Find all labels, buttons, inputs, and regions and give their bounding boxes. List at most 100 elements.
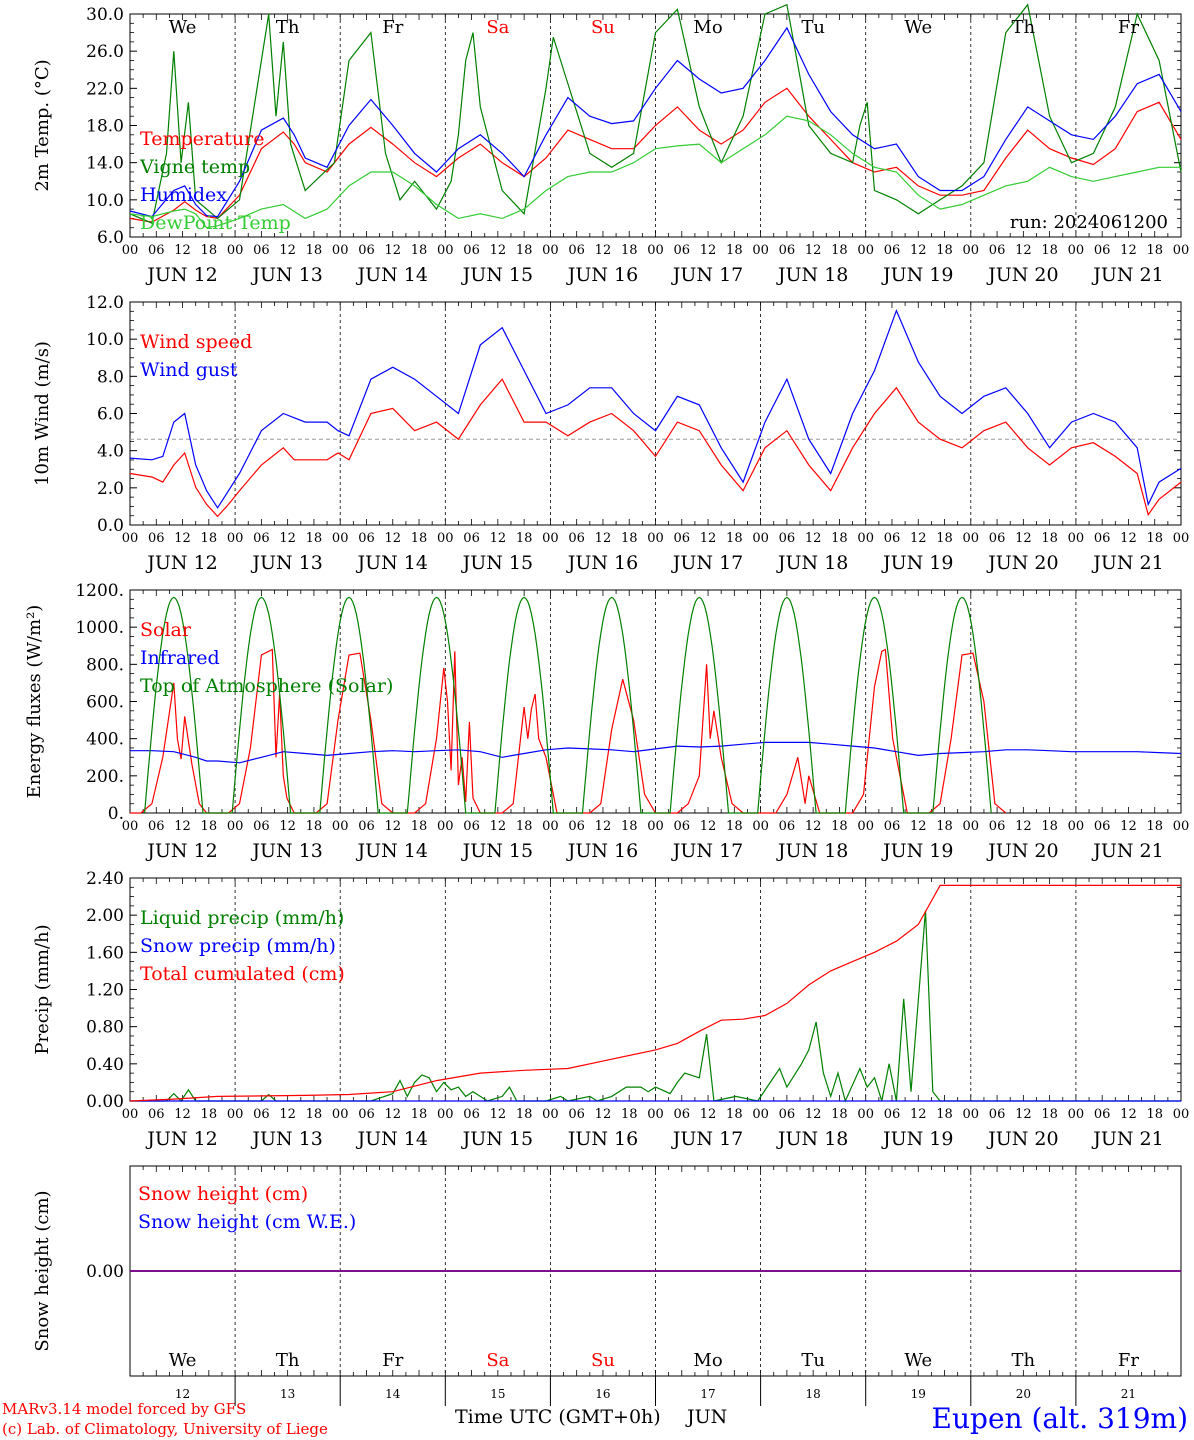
hour-tick-label: 12 [595,1107,612,1122]
hour-tick-label: 00 [857,531,874,546]
hour-tick-label: 00 [437,243,454,258]
y-tick-label: 2.0 [97,479,124,499]
hour-tick-label: 18 [201,531,218,546]
hour-tick-label: 00 [647,819,664,834]
hour-tick-label: 00 [542,1107,559,1122]
hour-tick-label: 06 [1094,1107,1111,1122]
hour-tick-label: 12 [700,531,717,546]
hour-tick-label: 12 [910,1107,927,1122]
hour-tick-label: 18 [1041,531,1058,546]
hour-tick-label: 00 [752,243,769,258]
hour-tick-label: 18 [1041,1107,1058,1122]
y-tick-label: 8.0 [97,367,124,387]
hour-tick-label: 18 [306,1107,323,1122]
footer-model: MARv3.14 model forced by GFS [2,1400,246,1418]
y-tick-label: 14.0 [86,154,124,174]
hour-tick-label: 00 [647,531,664,546]
series-line [130,741,1182,764]
hour-tick-label: 18 [1146,819,1163,834]
y-tick-label: 0.40 [86,1055,124,1075]
hour-tick-label: 06 [148,819,165,834]
legend-entry: Temperature [140,128,264,150]
date-label: JUN 20 [986,840,1058,862]
series-line [129,308,1182,509]
hour-tick-label: 00 [227,819,244,834]
date-label: JUN 13 [250,264,322,286]
hour-tick-label: 00 [857,243,874,258]
hour-tick-label: 00 [332,531,349,546]
date-label: JUN 14 [356,552,428,574]
weekday-label: Sa [486,17,509,38]
legend-entry: Total cumulated (cm) [140,963,345,985]
date-label: JUN 19 [881,264,953,286]
hour-tick-label: 18 [936,243,953,258]
hour-tick-label: 12 [805,531,822,546]
x-axis-month: JUN [685,1406,727,1428]
hour-tick-label: 06 [674,243,691,258]
y-tick-label: 6.0 [97,228,124,248]
hour-tick-label: 06 [568,1107,585,1122]
y-tick-label: 200. [86,767,124,787]
x-axis-label: Time UTC (GMT+0h) [455,1406,661,1428]
y-tick-label: 0.00 [86,1262,124,1282]
hour-tick-label: 00 [1173,243,1190,258]
date-label: JUN 15 [461,1128,533,1150]
hour-tick-label: 06 [1094,243,1111,258]
hour-tick-label: 06 [463,819,480,834]
hour-tick-label: 12 [490,1107,507,1122]
hour-tick-label: 12 [174,819,191,834]
hour-tick-label: 12 [279,1107,296,1122]
hour-tick-label: 12 [595,819,612,834]
hour-tick-label: 00 [227,243,244,258]
y-tick-label: 30.0 [86,5,124,25]
weekday-label: Tu [801,1350,825,1371]
hour-tick-label: 12 [490,819,507,834]
date-label: JUN 15 [461,552,533,574]
date-label: JUN 19 [881,552,953,574]
date-label: JUN 20 [986,552,1058,574]
date-label: JUN 19 [881,1128,953,1150]
date-label: JUN 12 [145,552,217,574]
hour-tick-label: 00 [1173,819,1190,834]
day-number-label: 12 [175,1387,190,1401]
weekday-label: Mo [693,17,722,38]
date-label: JUN 16 [566,264,638,286]
hour-tick-label: 12 [490,531,507,546]
hour-tick-label: 06 [989,531,1006,546]
hour-tick-label: 18 [621,531,638,546]
hour-tick-label: 12 [700,819,717,834]
hour-tick-label: 06 [884,1107,901,1122]
series-line [129,26,1182,218]
weekday-label: We [169,17,197,38]
hour-tick-label: 18 [831,243,848,258]
hour-tick-label: 00 [542,819,559,834]
y-tick-label: 0.00 [86,1092,124,1112]
hour-tick-label: 00 [752,531,769,546]
hour-tick-label: 12 [700,1107,717,1122]
hour-tick-label: 12 [595,243,612,258]
weekday-label: Th [1012,17,1036,38]
series-line [129,378,1182,518]
hour-tick-label: 00 [332,243,349,258]
hour-tick-label: 00 [437,1107,454,1122]
date-label: JUN 21 [1091,840,1163,862]
hour-tick-label: 06 [463,531,480,546]
hour-tick-label: 18 [516,243,533,258]
weekday-label: Su [591,17,615,38]
hour-tick-label: 18 [411,531,428,546]
date-label: JUN 12 [145,840,217,862]
legend-entry: Infrared [140,647,220,669]
hour-tick-label: 06 [568,531,585,546]
hour-tick-label: 18 [726,243,743,258]
weekday-label: Th [276,1350,300,1371]
hour-tick-label: 12 [1015,819,1032,834]
hour-tick-label: 00 [857,1107,874,1122]
hour-tick-label: 18 [411,243,428,258]
hour-tick-label: 00 [1068,819,1085,834]
date-label: JUN 15 [461,840,533,862]
hour-tick-label: 18 [1041,819,1058,834]
day-number-label: 13 [280,1387,295,1401]
date-label: JUN 18 [776,1128,848,1150]
date-label: JUN 13 [250,552,322,574]
